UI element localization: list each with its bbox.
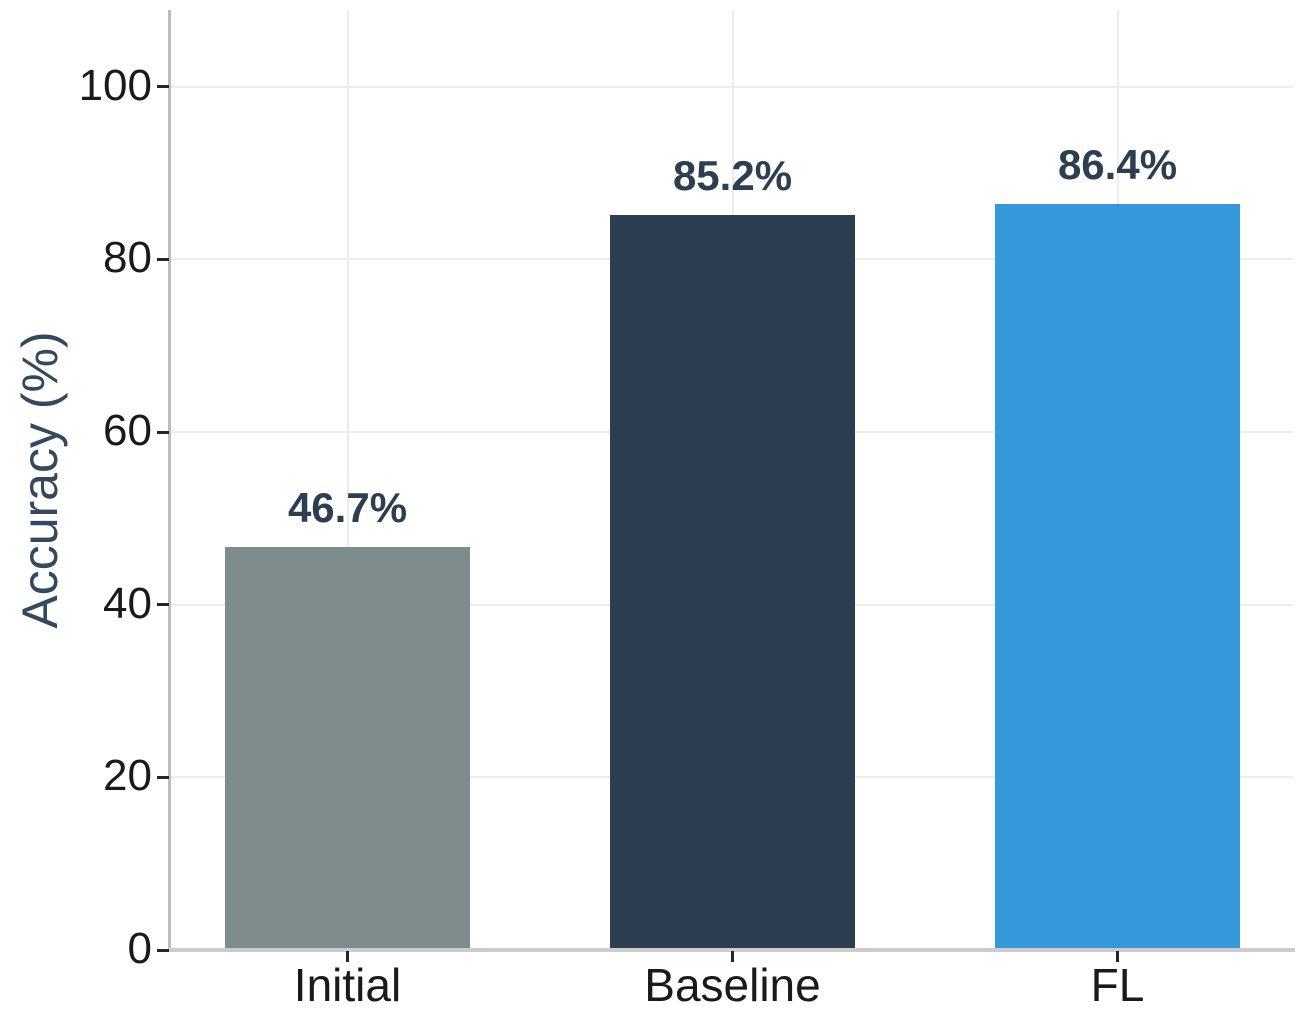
y-tick-mark <box>157 775 169 779</box>
y-tick-label: 80 <box>103 233 152 283</box>
bar-value-label: 86.4% <box>1057 141 1178 189</box>
y-tick-label: 100 <box>78 60 152 110</box>
bar-value-label: 46.7% <box>287 483 408 531</box>
y-tick-mark <box>157 430 169 434</box>
x-tick-label-initial: Initial <box>293 959 402 1011</box>
y-tick-mark <box>157 257 169 261</box>
x-axis-line <box>168 948 1295 952</box>
x-tick-mark <box>346 951 349 962</box>
x-tick-label-fl: FL <box>1090 959 1145 1011</box>
v-gridline <box>346 10 349 948</box>
y-tick-mark <box>157 948 169 952</box>
y-tick-label: 40 <box>103 578 152 628</box>
bar-baseline <box>610 214 855 948</box>
bar-initial <box>225 546 470 948</box>
y-tick-label: 20 <box>103 751 152 801</box>
y-axis-line <box>168 10 171 951</box>
y-tick-label: 60 <box>103 406 152 456</box>
x-tick-label-baseline: Baseline <box>644 959 821 1011</box>
bar-value-label: 85.2% <box>672 151 793 199</box>
y-tick-label: 0 <box>127 924 152 974</box>
y-tick-mark <box>157 603 169 607</box>
x-tick-mark <box>731 951 734 962</box>
y-tick-mark <box>157 85 169 89</box>
bar-fl <box>995 204 1240 948</box>
x-tick-mark <box>1116 951 1119 962</box>
